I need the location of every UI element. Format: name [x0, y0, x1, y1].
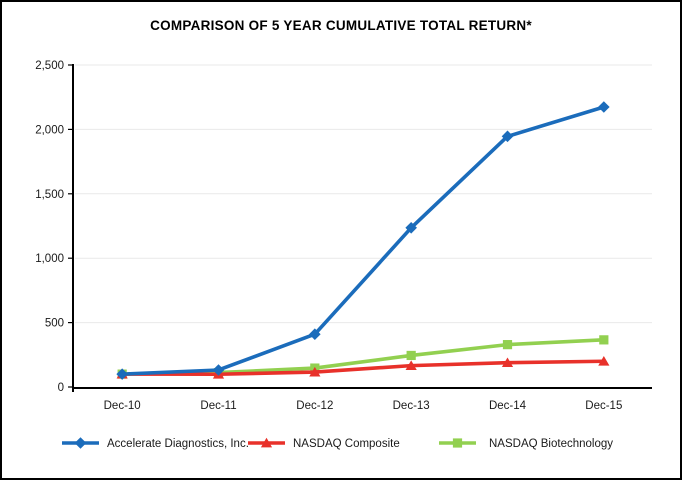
y-axis-tick-label: 500: [45, 318, 64, 330]
triangle-icon: [501, 357, 514, 368]
x-axis-tick-label: Dec-13: [393, 400, 430, 412]
triangle-icon: [309, 366, 321, 377]
x-axis-tick-label: Dec-10: [104, 400, 141, 412]
legend: Accelerate Diagnostics, Inc. NASDAQ Compo…: [62, 437, 613, 450]
x-axis-tick-label: Dec-15: [585, 400, 622, 412]
y-axis-tick-label: 0: [58, 382, 64, 394]
square-icon: [452, 438, 463, 448]
diamond-icon: [405, 222, 417, 234]
series-line: [120, 359, 606, 377]
legend-label: NASDAQ Composite: [293, 438, 400, 450]
series-line: [120, 105, 606, 376]
axis-labels: 0 500 1,000 1,500 2,000 2,500 Dec-10 Dec-11 Dec-…: [35, 60, 622, 412]
diamond-icon: [74, 437, 87, 449]
diamond-icon: [309, 328, 321, 340]
chart-title: COMPARISON OF 5 YEAR CUMULATIVE TOTAL RE…: [150, 18, 532, 33]
y-axis-tick-label: 1,500: [35, 189, 64, 201]
data-series: [116, 101, 610, 380]
square-icon: [599, 335, 609, 345]
legend-label: Accelerate Diagnostics, Inc.: [107, 438, 249, 450]
square-icon: [406, 350, 416, 361]
triangle-icon: [260, 437, 273, 448]
diamond-icon: [501, 130, 514, 143]
series-diamond: [116, 101, 610, 380]
diamond-icon: [598, 101, 610, 113]
diamond-icon: [116, 368, 128, 380]
triangle-icon: [405, 360, 417, 371]
square-icon: [502, 340, 513, 350]
x-axis-tick-label: Dec-12: [296, 400, 333, 412]
gridlines: [75, 64, 652, 324]
x-axis-tick-label: Dec-11: [200, 400, 236, 412]
triangle-icon: [598, 356, 610, 366]
x-axis-tick-label: Dec-14: [489, 400, 527, 412]
y-axis-tick-label: 2,000: [35, 124, 64, 136]
legend-item: NASDAQ Biotechnology: [439, 438, 613, 450]
legend-item: Accelerate Diagnostics, Inc.: [62, 437, 249, 450]
series-triangle: [116, 356, 610, 379]
y-axis-tick-label: 2,500: [35, 60, 64, 72]
legend-label: NASDAQ Biotechnology: [489, 438, 613, 450]
axes: [68, 64, 652, 392]
y-axis-tick-label: 1,000: [35, 253, 64, 265]
diamond-icon: [212, 364, 225, 376]
legend-item: NASDAQ Composite: [248, 437, 400, 450]
